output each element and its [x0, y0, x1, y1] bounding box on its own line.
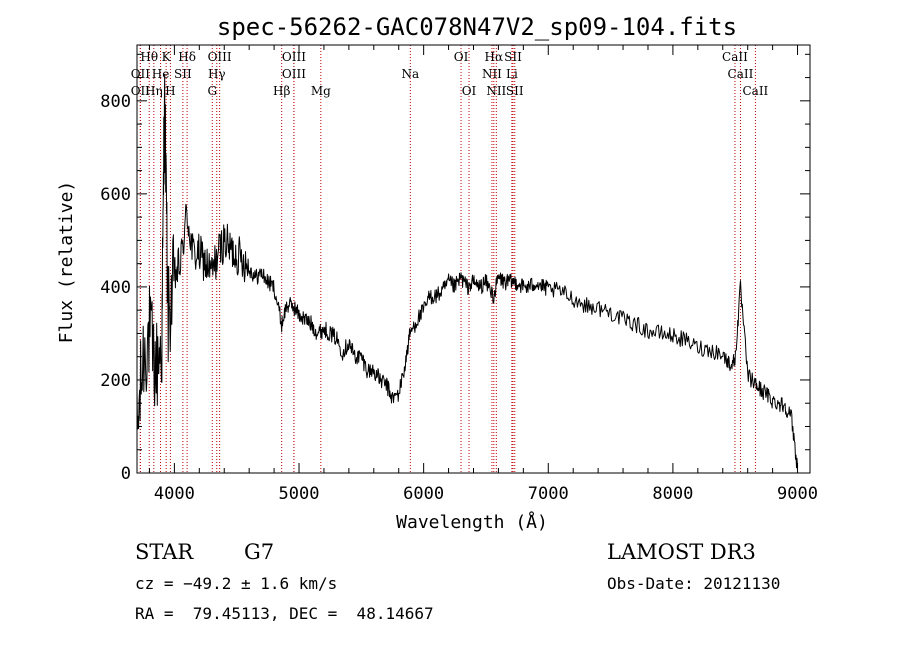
spectral-line-label: OIII: [282, 67, 306, 81]
spectral-line-label: OII: [131, 67, 151, 81]
spectral-line-label: CaII: [722, 50, 748, 64]
observation-date: Obs-Date: 20121130: [607, 574, 781, 593]
spectrum-line: [136, 74, 798, 469]
spectral-line-label: Hα: [485, 50, 504, 64]
spectral-line-label: NII: [486, 84, 506, 98]
spectral-line-label: K: [162, 50, 172, 64]
spectral-subclass: G7: [244, 540, 275, 564]
x-tick-label: 5000: [279, 484, 320, 504]
spectral-line-label: Hδ: [178, 50, 196, 64]
spectral-line-label: Na: [401, 67, 419, 81]
y-tick-label: 800: [100, 92, 131, 112]
x-tick-label: 9000: [777, 484, 818, 504]
spectral-line-label: He: [152, 67, 170, 81]
spectral-line-label: OIII: [208, 50, 232, 64]
spectral-line-label: OIII: [282, 50, 306, 64]
spectral-line-label: SII: [506, 84, 524, 98]
spectral-line-label: Hβ: [273, 84, 290, 98]
spectral-line-label: NII: [482, 67, 502, 81]
spectral-line-label: Mg: [311, 84, 331, 98]
y-tick-label: 0: [121, 464, 131, 484]
spectral-line-label: OII: [131, 84, 151, 98]
spectral-line-label: SII: [174, 67, 192, 81]
x-axis-ticks: 4000 5000 6000 7000 8000 9000: [148, 45, 818, 504]
spectral-line-label: CaII: [742, 84, 768, 98]
spectral-line-label: Hγ: [208, 67, 226, 81]
y-tick-label: 600: [100, 185, 131, 205]
redshift-velocity: cz = −49.2 ± 1.6 km/s: [135, 574, 338, 593]
spectral-line-label: OI: [462, 84, 477, 98]
y-tick-label: 200: [100, 371, 131, 391]
spectral-line-label: SII: [504, 50, 522, 64]
x-tick-label: 6000: [403, 484, 444, 504]
spectrum-series: [136, 74, 798, 469]
spectral-line-label: Hθ: [140, 50, 158, 64]
y-axis-ticks: 0 200 400 600 800: [100, 53, 810, 484]
spectral-line-label: Hη: [145, 84, 163, 98]
x-tick-label: 4000: [154, 484, 195, 504]
object-class: STAR: [135, 540, 194, 564]
x-tick-label: 7000: [528, 484, 569, 504]
spectral-line-label: H: [165, 84, 175, 98]
x-tick-label: 8000: [652, 484, 693, 504]
sky-coordinates: RA = 79.45113, DEC = 48.14667: [135, 604, 434, 623]
chart-title: spec-56262-GAC078N47V2_sp09-104.fits: [217, 13, 737, 41]
survey-name: LAMOST DR3: [607, 540, 756, 564]
y-axis-label: Flux (relative): [56, 181, 77, 344]
y-tick-label: 400: [100, 278, 131, 298]
spectral-line-label: G: [207, 84, 217, 98]
x-axis-label: Wavelength (Å): [396, 511, 548, 533]
spectral-line-label: Li: [506, 67, 518, 81]
spectral-line-label: OI: [454, 50, 469, 64]
spectral-line-label: CaII: [728, 67, 754, 81]
plot-frame: [136, 44, 811, 474]
